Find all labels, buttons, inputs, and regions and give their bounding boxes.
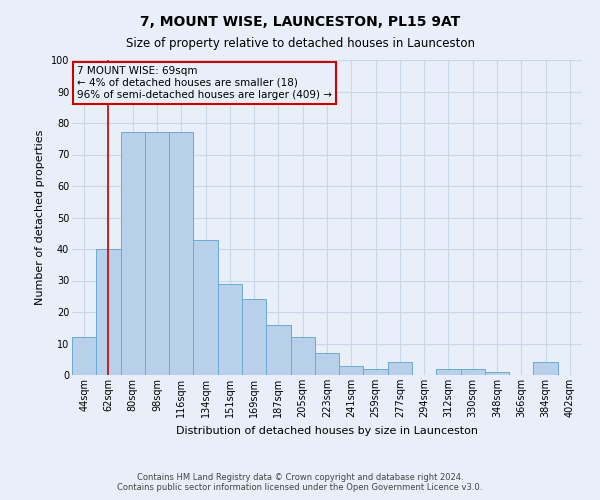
Bar xyxy=(218,284,242,375)
Text: 7 MOUNT WISE: 69sqm
← 4% of detached houses are smaller (18)
96% of semi-detache: 7 MOUNT WISE: 69sqm ← 4% of detached hou… xyxy=(77,66,332,100)
Text: Contains HM Land Registry data © Crown copyright and database right 2024.
Contai: Contains HM Land Registry data © Crown c… xyxy=(118,473,482,492)
Bar xyxy=(290,337,315,375)
Bar xyxy=(436,368,461,375)
Bar xyxy=(266,324,290,375)
Text: Size of property relative to detached houses in Launceston: Size of property relative to detached ho… xyxy=(125,38,475,51)
Text: 7, MOUNT WISE, LAUNCESTON, PL15 9AT: 7, MOUNT WISE, LAUNCESTON, PL15 9AT xyxy=(140,15,460,29)
Bar xyxy=(388,362,412,375)
Bar xyxy=(485,372,509,375)
Bar xyxy=(461,368,485,375)
Bar xyxy=(315,353,339,375)
Y-axis label: Number of detached properties: Number of detached properties xyxy=(35,130,45,305)
Bar xyxy=(242,300,266,375)
Bar xyxy=(193,240,218,375)
Bar xyxy=(339,366,364,375)
Bar xyxy=(364,368,388,375)
X-axis label: Distribution of detached houses by size in Launceston: Distribution of detached houses by size … xyxy=(176,426,478,436)
Bar xyxy=(169,132,193,375)
Bar xyxy=(121,132,145,375)
Bar xyxy=(145,132,169,375)
Bar xyxy=(533,362,558,375)
Bar xyxy=(72,337,96,375)
Bar xyxy=(96,249,121,375)
